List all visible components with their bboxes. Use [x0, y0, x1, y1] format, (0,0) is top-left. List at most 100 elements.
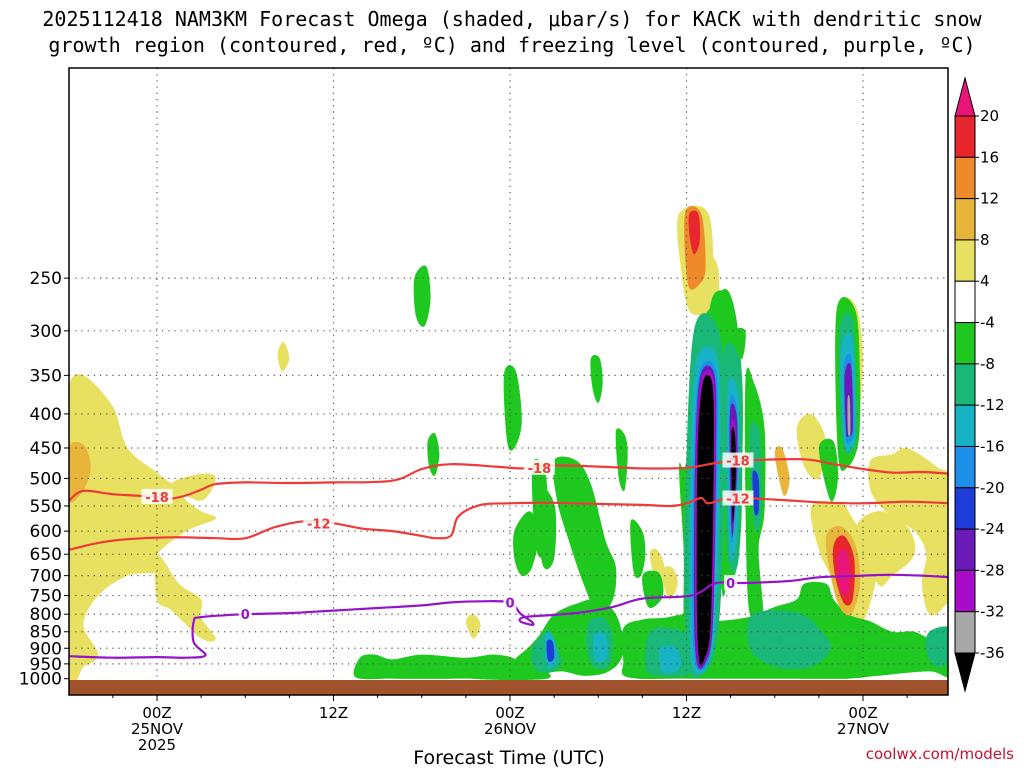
contour-label-bg-2	[523, 459, 555, 475]
colorbar-swatch-2	[954, 198, 976, 241]
y-axis-ticks: 2503003504004505005506006507007508008509…	[19, 269, 69, 690]
y-tick-label-400: 400	[30, 405, 62, 425]
colorbar-label-11: -28	[980, 561, 1005, 579]
y-tick-label-900: 900	[30, 639, 62, 659]
colorbar-swatch-3	[954, 239, 976, 282]
colorbar-label-8: -16	[980, 437, 1005, 455]
colorbar-label-6: -8	[980, 355, 995, 373]
omega-region-4	[277, 342, 290, 372]
y-tick-label-250: 250	[30, 269, 62, 289]
x-tick-label-2-1: 26NOV	[484, 720, 537, 738]
colorbar-label-4: 4	[980, 272, 990, 290]
colorbar-swatch-7	[954, 404, 976, 447]
y-tick-label-750: 750	[30, 587, 62, 607]
colorbar-top-arrow	[954, 76, 976, 117]
contour-label-bg-3	[722, 452, 754, 468]
grid-lines	[69, 68, 948, 695]
omega-region-24	[503, 365, 522, 451]
y-tick-label-600: 600	[30, 522, 62, 542]
contour-label-7: 0	[726, 577, 735, 592]
omega-region-25	[590, 354, 603, 403]
y-tick-label-300: 300	[30, 322, 62, 342]
y-tick-label-350: 350	[30, 366, 62, 386]
omega-region-10	[855, 511, 916, 587]
omega-region-12	[649, 548, 665, 585]
omega-region-61	[847, 395, 851, 436]
x-tick-label-0-2: 2025	[138, 736, 176, 754]
colorbar-swatch-11	[954, 569, 976, 613]
dendritic-growth-contour-0	[69, 458, 948, 502]
contour-label-1: -12	[307, 517, 331, 532]
colorbar-swatch-1	[954, 156, 976, 200]
colorbar-label-1: 16	[980, 148, 999, 166]
omega-region-23	[413, 265, 431, 327]
plot-area: -18 -12 -18 -18 -12 0 0 0	[69, 68, 948, 695]
contour-labels: -18 -12 -18 -18 -12 0 0 0	[141, 452, 754, 623]
omega-region-49	[592, 632, 608, 663]
chart-title-line1: 2025112418 NAM3KM Forecast Omega (shaded…	[42, 7, 982, 31]
x-tick-label-0-1: 25NOV	[131, 720, 184, 738]
y-tick-label-850: 850	[30, 623, 62, 643]
omega-region-11	[868, 447, 948, 616]
contour-label-bg-1	[303, 515, 335, 531]
y-tick-label-500: 500	[30, 469, 62, 489]
colorbar-bottom-arrow	[954, 652, 976, 693]
contour-label-6: 0	[505, 596, 514, 611]
x-axis-title: Forecast Time (UTC)	[413, 747, 604, 768]
omega-region-42	[746, 610, 831, 670]
colorbar-swatch-12	[954, 611, 976, 654]
contour-label-5: 0	[241, 608, 250, 623]
contour-label-bg-7	[724, 574, 738, 590]
x-tick-label-0-0: 00Z	[142, 704, 171, 722]
colorbar-swatch-6	[954, 363, 976, 406]
contour-label-2: -18	[528, 462, 552, 477]
colorbar-label-5: -4	[980, 314, 995, 332]
omega-region-44	[925, 626, 948, 668]
ground-surface-band	[69, 680, 948, 695]
omega-region-2	[171, 473, 216, 501]
omega-region-13	[465, 614, 481, 639]
colorbar-swatch-10	[954, 528, 976, 571]
colorbar-swatch-0	[954, 115, 976, 158]
omega-shading	[69, 205, 948, 690]
omega-region-1	[154, 554, 216, 642]
colorbar-swatch-9	[954, 487, 976, 530]
y-tick-label-650: 650	[30, 545, 62, 565]
omega-region-68	[837, 548, 850, 596]
omega-region-50	[659, 645, 682, 674]
contour-label-bg-4	[722, 490, 754, 506]
omega-region-26	[615, 428, 628, 492]
colorbar-swatch-4	[954, 280, 976, 324]
y-tick-label-950: 950	[30, 655, 62, 675]
omega-region-3	[69, 441, 91, 503]
x-tick-label-3-0: 12Z	[672, 704, 701, 722]
colorbar-label-13: -36	[980, 644, 1005, 662]
chart-title-line2: growth region (contoured, red, ºC) and f…	[48, 33, 975, 57]
credit-text: coolwx.com/models	[866, 745, 1014, 763]
contour-label-0: -18	[145, 491, 169, 506]
contour-label-bg-5	[238, 606, 252, 622]
omega-region-27	[630, 519, 646, 579]
x-tick-label-2-0: 00Z	[495, 704, 524, 722]
y-tick-label-700: 700	[30, 567, 62, 587]
omega-region-54	[546, 639, 555, 662]
freezing-level-contour-2	[69, 573, 948, 659]
y-tick-label-550: 550	[30, 497, 62, 517]
contour-label-bg-6	[503, 594, 517, 610]
x-tick-label-1-0: 12Z	[319, 704, 348, 722]
omega-region-7	[796, 413, 827, 480]
contour-label-3: -18	[726, 455, 750, 470]
y-tick-label-450: 450	[30, 439, 62, 459]
y-tick-label-800: 800	[30, 605, 62, 625]
colorbar: 20 16 12 8 4 -4 -8 -12 -16 -20 -24 -28 -32 -36	[954, 76, 1005, 693]
x-tick-label-4-1: 27NOV	[837, 720, 890, 738]
omega-region-18	[552, 456, 617, 615]
contour-label-bg-0	[141, 488, 173, 504]
y-tick-label-1000: 1000	[19, 670, 62, 690]
contour-label-4: -12	[726, 493, 750, 508]
colorbar-swatch-8	[954, 445, 976, 489]
plot-frame	[68, 67, 949, 696]
colorbar-label-3: 8	[980, 231, 990, 249]
